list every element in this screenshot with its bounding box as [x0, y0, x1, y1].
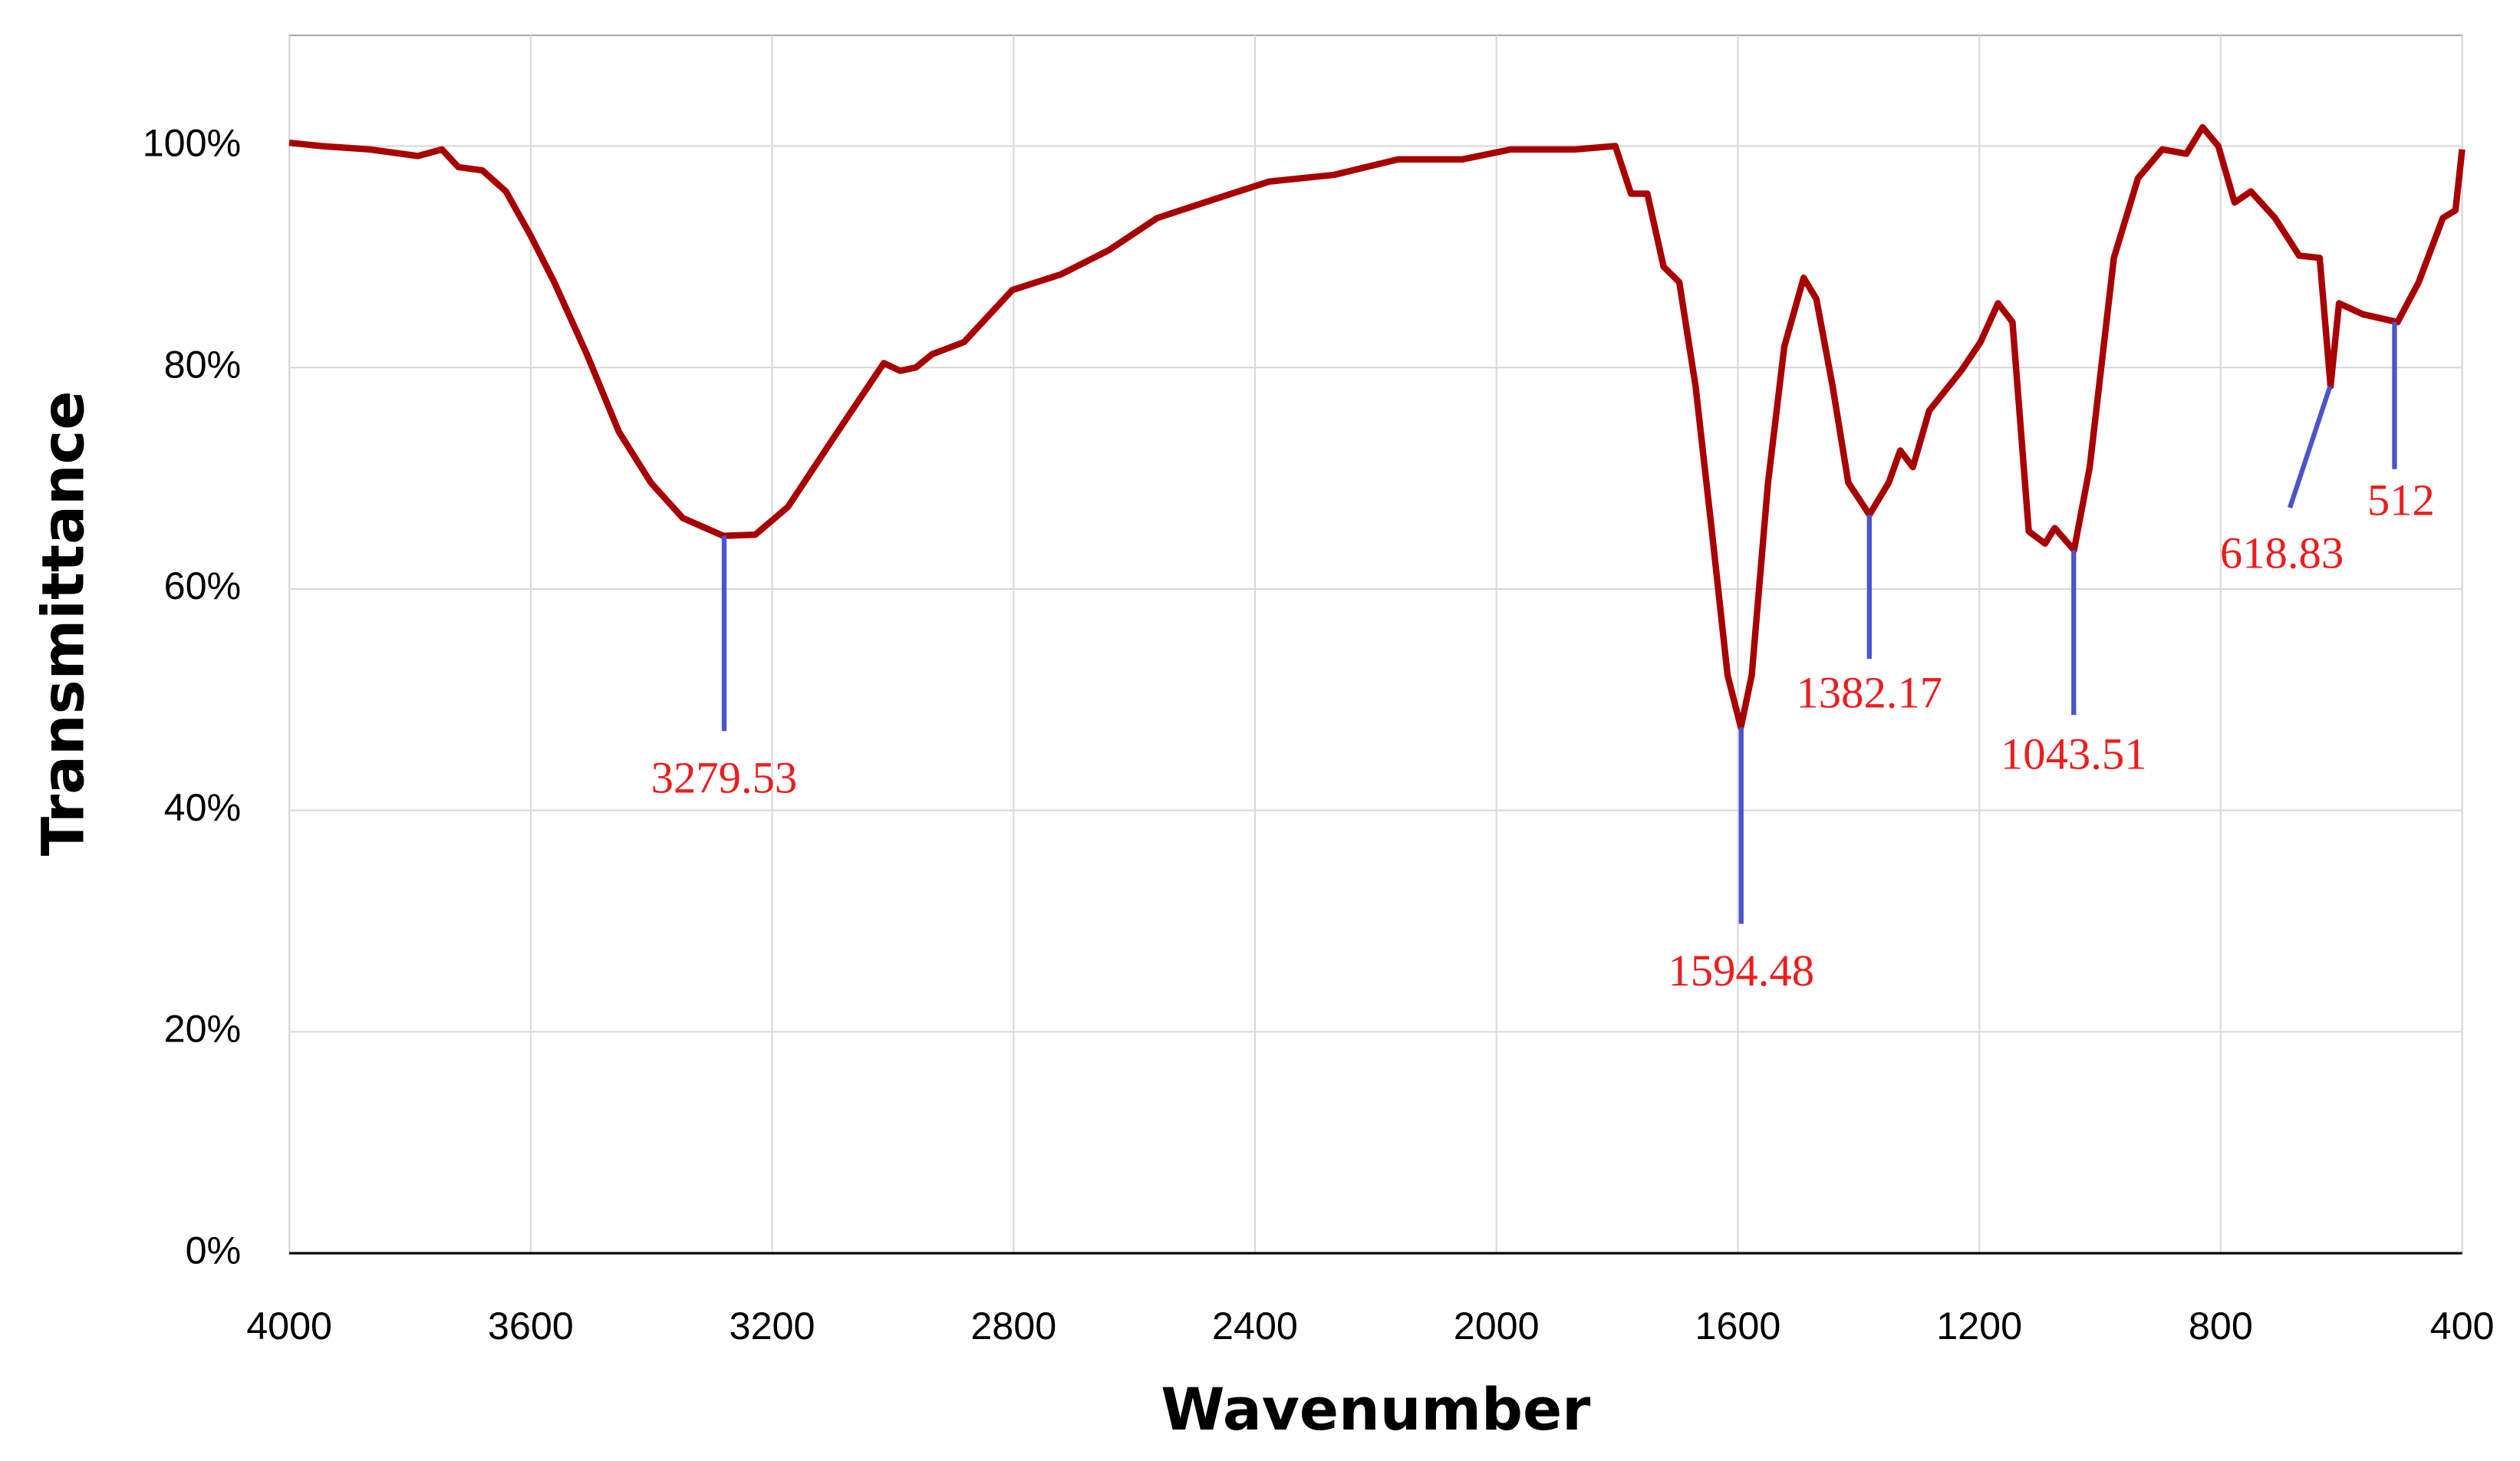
annotation-label: 512 [2367, 475, 2435, 525]
y-tick-label: 60% [164, 564, 242, 607]
y-tick-label: 100% [143, 121, 242, 165]
x-tick-label: 3200 [730, 1304, 815, 1347]
annotation-line [2288, 385, 2333, 509]
x-tick-label: 2400 [1212, 1304, 1298, 1347]
spectrum-line [288, 123, 2466, 731]
annotation-label: 1382.17 [1796, 668, 1942, 718]
x-tick-label: 2000 [1454, 1304, 1540, 1347]
y-axis-title: Transmittance [29, 391, 97, 857]
x-tick-label: 2800 [970, 1304, 1056, 1347]
annotation-label: 1043.51 [2001, 729, 2147, 778]
annotation-label: 3279.53 [651, 753, 798, 803]
plot-frame [288, 35, 2463, 1255]
annotation-label: 1594.48 [1668, 946, 1814, 995]
y-tick-label: 20% [164, 1007, 242, 1051]
x-tick-label: 1600 [1695, 1304, 1781, 1347]
y-tick-label: 40% [164, 785, 242, 829]
x-axis-title: Wavenumber [1161, 1376, 1590, 1443]
x-tick-label: 800 [2189, 1304, 2253, 1347]
x-tick-label: 1200 [1936, 1304, 2022, 1347]
x-tick-label: 4000 [246, 1304, 332, 1347]
x-tick-label: 3600 [488, 1304, 574, 1347]
y-tick-label: 80% [164, 342, 242, 386]
annotation-label: 618.83 [2220, 528, 2344, 577]
y-tick-label: 0% [186, 1228, 242, 1272]
x-tick-label: 400 [2430, 1304, 2495, 1347]
